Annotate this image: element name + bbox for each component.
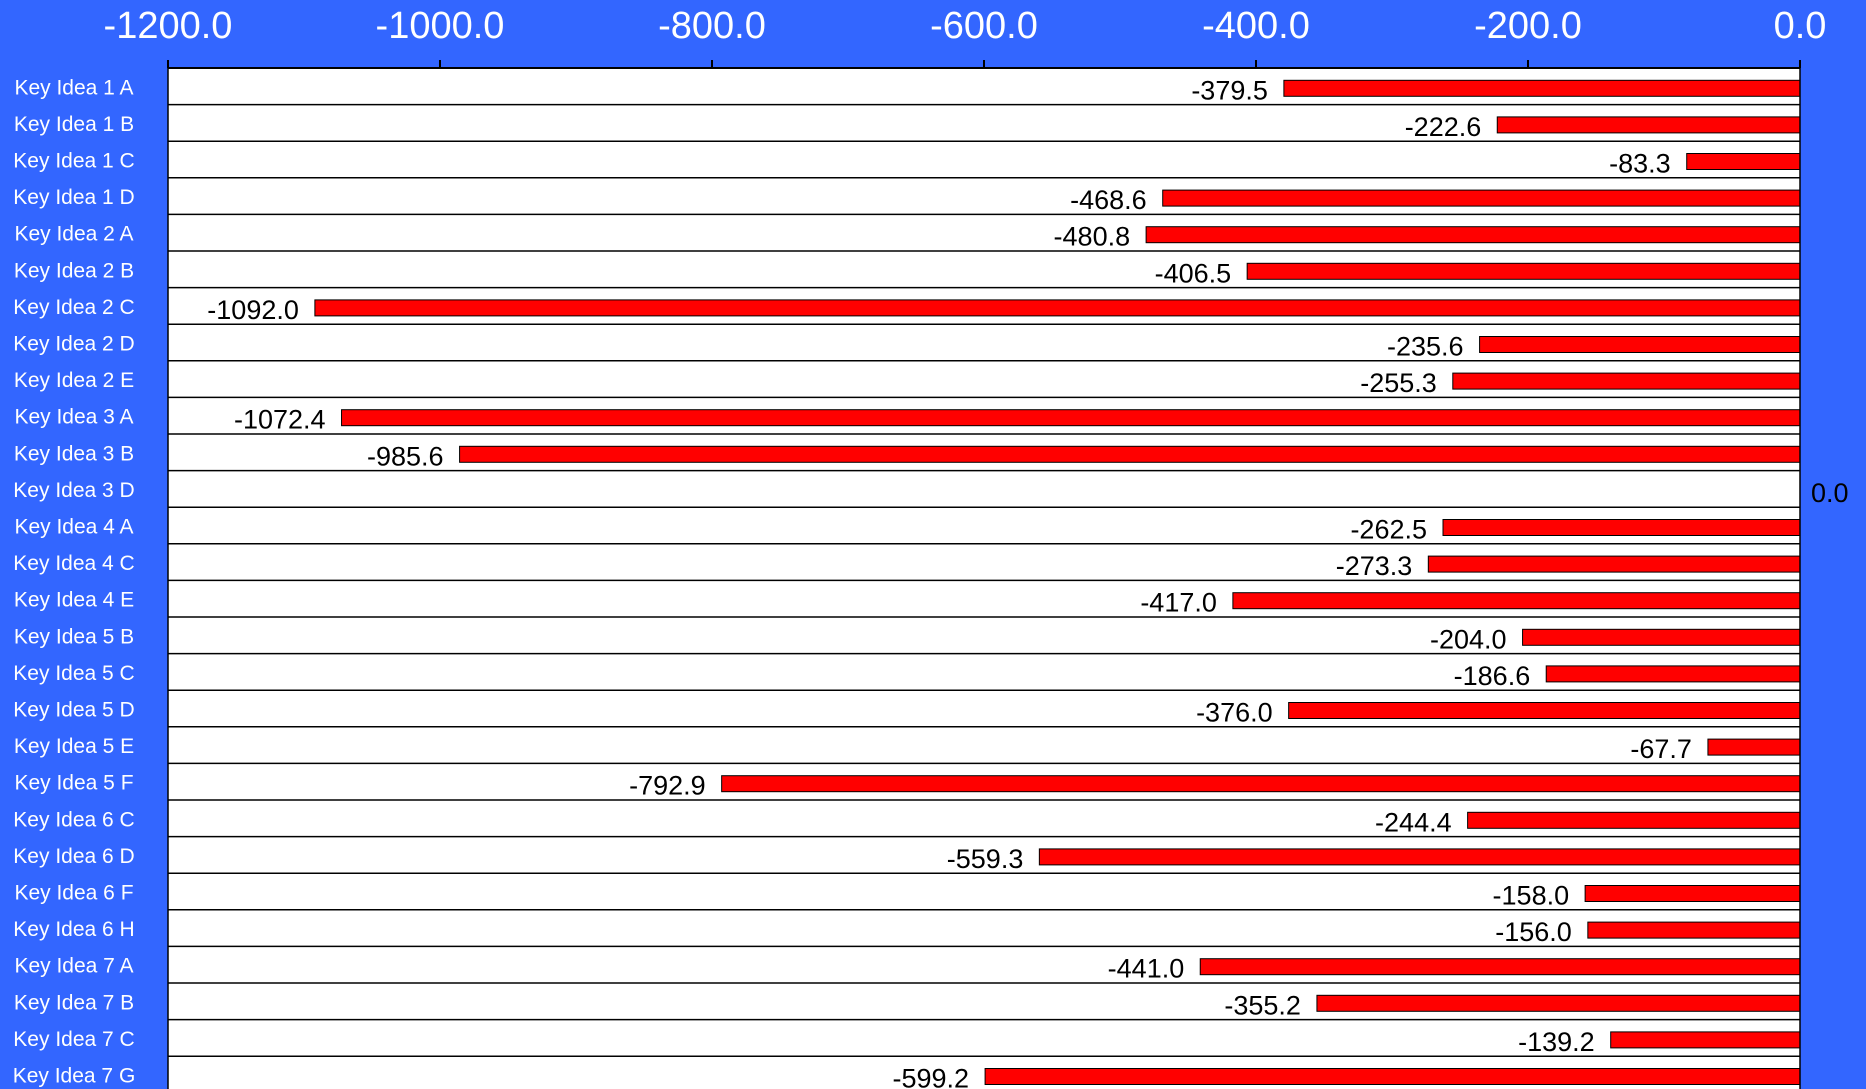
value-label: -480.8 xyxy=(1054,222,1131,252)
category-label: Key Idea 6 F xyxy=(14,882,133,905)
value-label: -1072.4 xyxy=(234,405,326,435)
bar xyxy=(1479,336,1801,353)
value-label: -1092.0 xyxy=(207,295,299,325)
category-label: Key Idea 7 A xyxy=(14,955,133,978)
bar xyxy=(1232,592,1801,610)
bar xyxy=(1283,79,1801,97)
bar xyxy=(459,445,1801,463)
bar xyxy=(1522,628,1801,646)
category-label: Key Idea 2 B xyxy=(14,259,134,282)
bar xyxy=(1316,994,1801,1012)
category-label: Key Idea 6 D xyxy=(13,845,134,868)
value-label: -67.7 xyxy=(1630,734,1692,764)
value-label: -441.0 xyxy=(1108,954,1185,984)
category-label: Key Idea 5 C xyxy=(13,662,134,685)
value-label: -273.3 xyxy=(1336,551,1413,581)
value-label: -139.2 xyxy=(1518,1027,1595,1057)
value-label: -156.0 xyxy=(1495,917,1572,947)
value-label: -204.0 xyxy=(1430,624,1507,654)
bar xyxy=(1610,1031,1801,1049)
category-label: Key Idea 3 A xyxy=(14,406,133,429)
bar xyxy=(1145,226,1801,244)
x-tick-label: -600.0 xyxy=(930,5,1038,47)
bar xyxy=(1427,555,1801,573)
value-label: -355.2 xyxy=(1224,990,1301,1020)
value-label: -406.5 xyxy=(1155,258,1232,288)
bar xyxy=(1545,665,1801,683)
bar xyxy=(1707,738,1801,756)
bar xyxy=(1199,958,1801,976)
x-tick-label: -800.0 xyxy=(658,5,766,47)
category-label: Key Idea 5 D xyxy=(13,699,134,722)
category-label: Key Idea 2 E xyxy=(14,369,134,392)
category-label: Key Idea 4 E xyxy=(14,589,134,612)
value-label: -468.6 xyxy=(1070,185,1147,215)
value-label: -985.6 xyxy=(367,441,444,471)
x-tick-label: -200.0 xyxy=(1474,5,1582,47)
x-tick-label: -400.0 xyxy=(1202,5,1310,47)
category-label: Key Idea 1 B xyxy=(14,113,134,136)
x-tick-label: -1000.0 xyxy=(376,5,505,47)
category-label: Key Idea 3 D xyxy=(13,479,134,502)
value-label: -158.0 xyxy=(1493,881,1570,911)
bar xyxy=(721,775,1801,793)
value-label: -599.2 xyxy=(893,1064,970,1089)
category-label: Key Idea 1 A xyxy=(14,76,133,99)
category-label: Key Idea 6 H xyxy=(13,918,134,941)
bar xyxy=(341,409,1801,427)
category-label: Key Idea 5 B xyxy=(14,625,134,648)
bar xyxy=(1442,519,1801,536)
value-label: -379.5 xyxy=(1191,75,1268,105)
x-tick-label: -1200.0 xyxy=(104,5,233,47)
value-label: -83.3 xyxy=(1609,149,1671,179)
category-label: Key Idea 3 B xyxy=(14,442,134,465)
bar xyxy=(1467,811,1801,829)
category-label: Key Idea 1 C xyxy=(13,150,134,173)
category-label: Key Idea 1 D xyxy=(13,186,134,209)
value-label: -186.6 xyxy=(1454,661,1531,691)
category-label: Key Idea 7 G xyxy=(13,1065,136,1088)
bar xyxy=(1288,702,1801,719)
value-label: -376.0 xyxy=(1196,698,1273,728)
category-label: Key Idea 5 E xyxy=(14,735,134,758)
category-label: Key Idea 4 C xyxy=(13,552,134,575)
category-label: Key Idea 2 A xyxy=(14,223,133,246)
category-label: Key Idea 7 B xyxy=(14,991,134,1014)
bar xyxy=(1584,885,1801,902)
bar xyxy=(1162,189,1801,207)
bar xyxy=(1496,116,1801,134)
category-label: Key Idea 2 D xyxy=(13,333,134,356)
bar xyxy=(1686,153,1801,170)
bar xyxy=(1246,262,1801,280)
value-label: -235.6 xyxy=(1387,332,1464,362)
bar xyxy=(984,1068,1801,1085)
bar xyxy=(1452,372,1801,390)
value-label: -262.5 xyxy=(1350,515,1427,545)
value-label: -222.6 xyxy=(1405,112,1482,142)
value-label: -792.9 xyxy=(629,771,706,801)
x-tick-label: 0.0 xyxy=(1774,5,1827,47)
category-label: Key Idea 2 C xyxy=(13,296,134,319)
value-label: 0.0 xyxy=(1811,478,1849,508)
category-label: Key Idea 5 F xyxy=(14,772,133,795)
bar xyxy=(314,299,1801,317)
bar xyxy=(1038,848,1801,866)
category-label: Key Idea 6 C xyxy=(13,808,134,831)
category-label: Key Idea 7 C xyxy=(13,1028,134,1051)
value-label: -417.0 xyxy=(1140,588,1217,618)
category-label: Key Idea 4 A xyxy=(14,516,133,539)
value-label: -244.4 xyxy=(1375,807,1452,837)
value-label: -559.3 xyxy=(947,844,1024,874)
bar xyxy=(1587,921,1801,939)
value-label: -255.3 xyxy=(1360,368,1437,398)
